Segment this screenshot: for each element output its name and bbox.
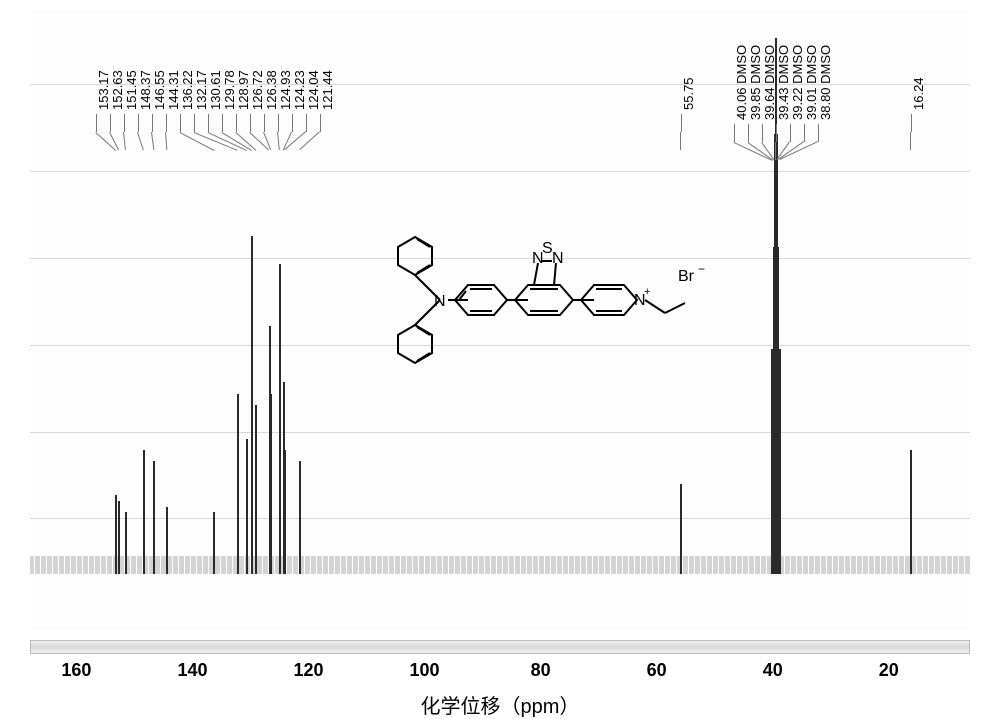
peak-label: 121.44 <box>320 70 335 110</box>
label-lead <box>165 132 167 150</box>
label-connector <box>804 124 805 142</box>
label-lead <box>123 132 126 150</box>
x-axis-ticks: 160 140 120 100 80 60 40 20 <box>30 660 970 684</box>
peak-labels-container: 153.17152.63151.45148.37146.55144.31136.… <box>30 10 970 630</box>
peak-label: 132.17 <box>194 70 209 110</box>
label-connector <box>734 124 735 142</box>
nmr-plot-area: 153.17152.63151.45148.37146.55144.31136.… <box>30 10 970 630</box>
label-lead <box>277 132 280 150</box>
label-connector <box>292 114 293 132</box>
label-connector <box>681 114 682 132</box>
peak-label: 39.22 DMSO <box>790 45 805 120</box>
label-connector <box>194 114 195 132</box>
label-connector <box>911 114 912 132</box>
x-tick-label: 160 <box>61 660 91 681</box>
x-tick-label: 100 <box>410 660 440 681</box>
peak-label: 39.43 DMSO <box>776 45 791 120</box>
peak-label: 128.97 <box>236 70 251 110</box>
label-connector <box>748 124 749 142</box>
label-connector <box>110 114 111 132</box>
label-lead <box>680 132 681 150</box>
peak-label: 39.01 DMSO <box>804 45 819 120</box>
peak-label: 153.17 <box>96 70 111 110</box>
peak-label: 126.38 <box>264 70 279 110</box>
label-connector <box>264 114 265 132</box>
x-tick-label: 80 <box>531 660 551 681</box>
label-connector <box>776 124 777 142</box>
peak-label: 55.75 <box>681 77 696 110</box>
label-lead <box>910 132 911 150</box>
label-connector <box>222 114 223 132</box>
label-lead <box>151 132 154 150</box>
peak-label: 39.64 DMSO <box>762 45 777 120</box>
label-connector <box>208 114 209 132</box>
label-lead <box>775 142 776 160</box>
label-connector <box>278 114 279 132</box>
x-tick-label: 40 <box>763 660 783 681</box>
peak-label: 129.78 <box>222 70 237 110</box>
label-connector <box>762 124 763 142</box>
peak-label: 124.23 <box>292 70 307 110</box>
x-axis-label: 化学位移（ppm） <box>421 690 580 719</box>
label-connector <box>320 114 321 132</box>
label-lead <box>180 132 215 151</box>
peak-label: 146.55 <box>152 70 167 110</box>
x-tick-label: 60 <box>647 660 667 681</box>
x-tick-label: 20 <box>879 660 899 681</box>
label-connector <box>236 114 237 132</box>
peak-label: 124.04 <box>306 70 321 110</box>
label-connector <box>166 114 167 132</box>
label-connector <box>306 114 307 132</box>
peak-label: 152.63 <box>110 70 125 110</box>
label-connector <box>180 114 181 132</box>
label-lead <box>137 132 144 150</box>
label-connector <box>124 114 125 132</box>
x-tick-label: 140 <box>177 660 207 681</box>
peak-label: 148.37 <box>138 70 153 110</box>
peak-label: 38.80 DMSO <box>818 45 833 120</box>
peak-label: 39.85 DMSO <box>748 45 763 120</box>
label-connector <box>96 114 97 132</box>
peak-label: 126.72 <box>250 70 265 110</box>
peak-label: 130.61 <box>208 70 223 110</box>
x-tick-label: 120 <box>293 660 323 681</box>
label-connector <box>250 114 251 132</box>
peak-label: 40.06 DMSO <box>734 45 749 120</box>
label-connector <box>138 114 139 132</box>
peak-label: 151.45 <box>124 70 139 110</box>
label-connector <box>818 124 819 142</box>
peak-label: 144.31 <box>166 70 181 110</box>
peak-label: 16.24 <box>911 77 926 110</box>
label-connector <box>152 114 153 132</box>
peak-label: 124.93 <box>278 70 293 110</box>
x-axis-track <box>30 640 970 654</box>
label-connector <box>790 124 791 142</box>
peak-label: 136.22 <box>180 70 195 110</box>
